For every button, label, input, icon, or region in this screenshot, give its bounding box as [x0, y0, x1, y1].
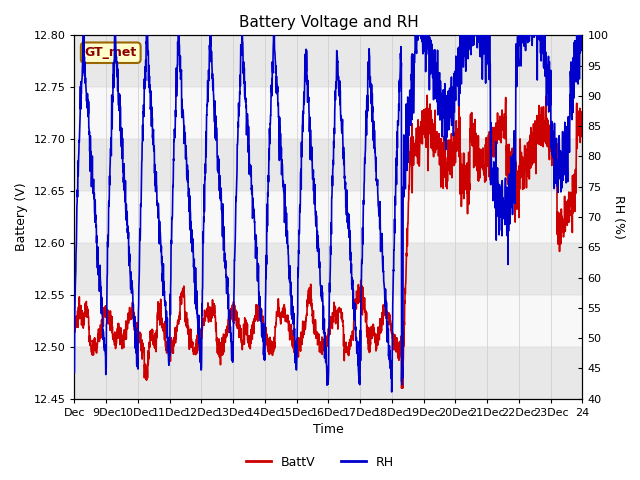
Y-axis label: Battery (V): Battery (V)	[15, 183, 28, 252]
Text: GT_met: GT_met	[84, 46, 137, 59]
Bar	[74, 347, 582, 398]
Title: Battery Voltage and RH: Battery Voltage and RH	[239, 15, 419, 30]
Y-axis label: RH (%): RH (%)	[612, 195, 625, 239]
Bar	[74, 36, 582, 87]
Bar	[74, 87, 582, 139]
X-axis label: Time: Time	[313, 423, 344, 436]
Bar	[74, 191, 582, 243]
Bar	[74, 295, 582, 347]
Bar	[74, 243, 582, 295]
Legend: BattV, RH: BattV, RH	[241, 451, 399, 474]
Bar	[74, 139, 582, 191]
